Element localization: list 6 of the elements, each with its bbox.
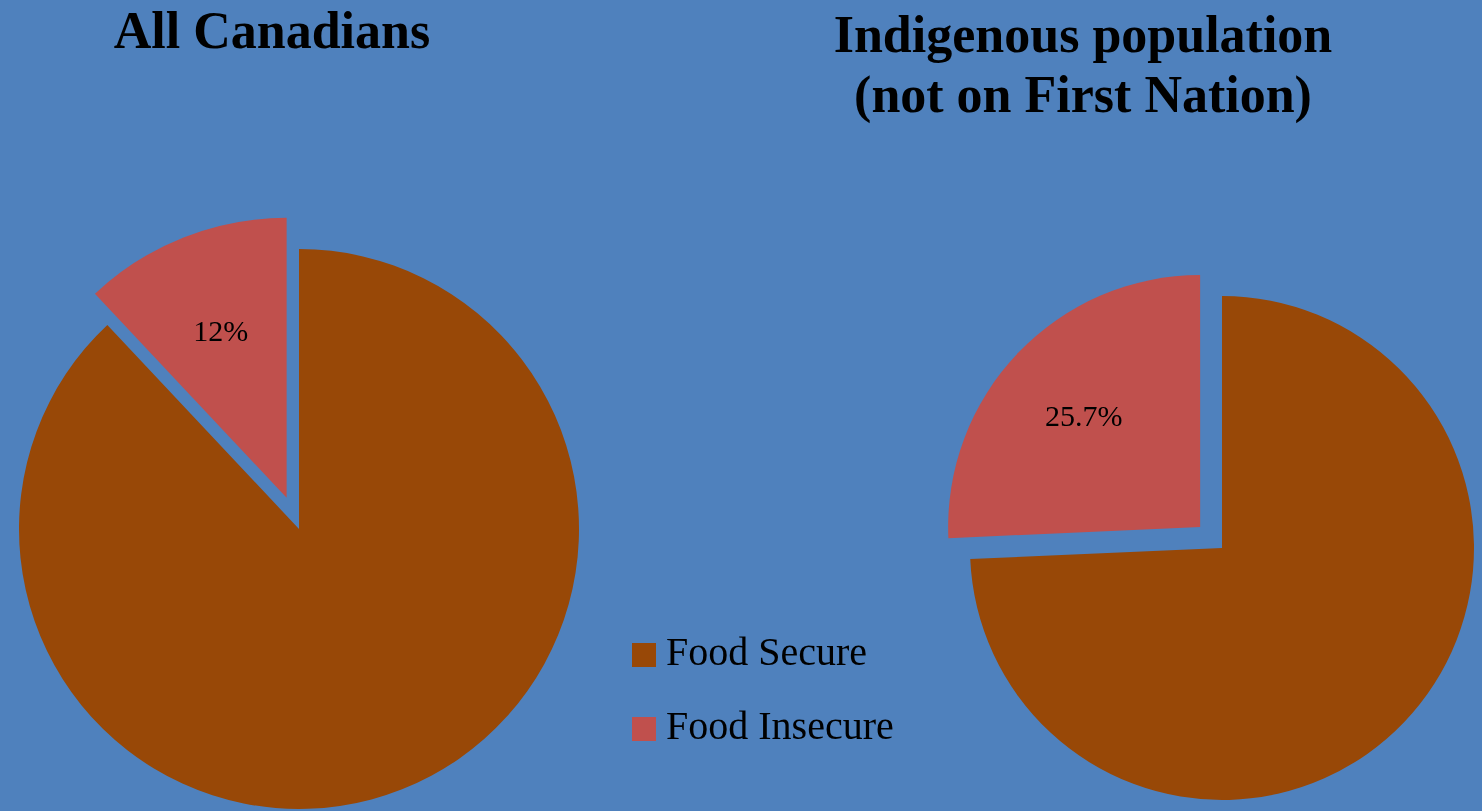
legend-label: Food Secure <box>666 629 868 674</box>
legend-label: Food Insecure <box>666 703 894 748</box>
chart-title: All Canadians <box>113 2 431 59</box>
data-label: 25.7% <box>1044 398 1123 432</box>
data-label: 12% <box>193 314 249 348</box>
chart-title: Indigenous population (not on First Nation) <box>833 6 1333 124</box>
